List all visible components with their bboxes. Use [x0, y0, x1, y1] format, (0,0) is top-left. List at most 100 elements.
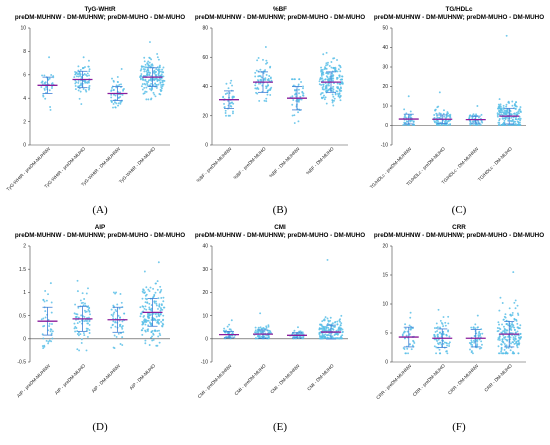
data-point — [143, 92, 146, 95]
data-point — [514, 104, 516, 107]
data-point — [74, 330, 77, 333]
data-point — [334, 93, 337, 96]
data-point — [43, 345, 46, 348]
data-point — [518, 123, 521, 126]
data-point — [145, 286, 148, 289]
data-point — [331, 99, 334, 102]
data-point — [437, 123, 440, 126]
data-point — [152, 332, 155, 335]
data-point — [294, 93, 296, 96]
data-point — [84, 66, 86, 69]
data-point — [147, 324, 150, 327]
data-point — [512, 324, 515, 327]
data-point — [77, 81, 80, 84]
data-point — [449, 113, 452, 116]
y-tick-label: 40 — [202, 244, 208, 250]
data-point — [116, 303, 119, 306]
data-point — [160, 320, 163, 323]
data-point — [52, 75, 55, 78]
data-point — [341, 328, 344, 331]
data-point — [408, 324, 411, 327]
data-point — [480, 113, 483, 116]
data-point — [444, 120, 446, 123]
data-point — [157, 73, 160, 76]
data-point — [147, 79, 150, 82]
data-point — [80, 338, 83, 341]
data-point — [48, 339, 51, 342]
data-point — [257, 331, 260, 334]
data-point — [436, 335, 439, 338]
data-point — [270, 79, 273, 82]
data-point — [143, 307, 146, 310]
data-point — [74, 84, 77, 87]
data-point — [503, 111, 506, 114]
data-point — [112, 80, 115, 83]
data-point — [515, 118, 518, 121]
data-point — [84, 79, 87, 82]
data-point — [44, 81, 47, 84]
data-point — [499, 328, 502, 331]
data-point — [497, 352, 500, 355]
data-point — [293, 329, 296, 332]
data-point — [292, 84, 295, 87]
data-point — [263, 99, 266, 102]
data-point — [498, 309, 501, 312]
data-point — [469, 114, 472, 117]
data-point — [112, 102, 115, 105]
data-point — [447, 322, 450, 325]
data-point — [509, 349, 512, 352]
data-point — [409, 110, 412, 113]
data-point — [403, 121, 406, 124]
data-point — [149, 308, 152, 311]
data-point — [139, 306, 142, 309]
data-point — [302, 336, 305, 339]
data-point — [121, 325, 124, 327]
data-point — [406, 347, 409, 350]
data-point — [155, 315, 158, 318]
data-point — [160, 296, 163, 299]
data-point — [292, 335, 295, 338]
data-point — [258, 336, 261, 339]
data-point — [147, 312, 149, 315]
panel-label: (A) — [92, 204, 108, 216]
group-3: CRR - DM-MUHNW — [447, 314, 486, 396]
data-point — [331, 335, 334, 338]
data-point — [471, 352, 474, 355]
data-point — [156, 56, 159, 59]
data-point — [144, 301, 147, 304]
data-point — [476, 339, 479, 341]
data-point — [336, 70, 339, 73]
data-point — [85, 320, 88, 323]
data-point — [513, 112, 515, 115]
data-point — [478, 338, 481, 341]
data-point — [156, 53, 159, 55]
data-point — [145, 98, 148, 101]
data-point — [45, 339, 48, 342]
data-point — [83, 298, 86, 300]
data-point — [406, 120, 409, 123]
data-point — [514, 107, 517, 110]
data-point — [88, 84, 91, 87]
data-point — [331, 101, 334, 104]
data-point — [228, 328, 231, 331]
y-tick-label: 0 — [385, 123, 388, 129]
data-point — [506, 110, 509, 113]
data-point — [505, 346, 508, 349]
data-point — [155, 304, 158, 307]
data-point — [223, 106, 226, 109]
data-point — [297, 100, 299, 103]
data-point — [440, 123, 443, 126]
data-point — [115, 335, 118, 338]
data-point — [265, 325, 268, 328]
data-point — [120, 83, 122, 86]
data-point — [155, 344, 158, 347]
data-point — [302, 94, 304, 97]
data-point — [150, 82, 153, 85]
data-point — [514, 307, 517, 310]
group-1: TG/HDLc - preDM-MUHNW — [369, 95, 419, 190]
data-point — [404, 330, 406, 333]
data-point — [516, 344, 518, 347]
x-category-label: AIP - preDM-MUHNW — [16, 363, 52, 399]
data-point — [44, 316, 47, 319]
data-point — [498, 338, 501, 341]
